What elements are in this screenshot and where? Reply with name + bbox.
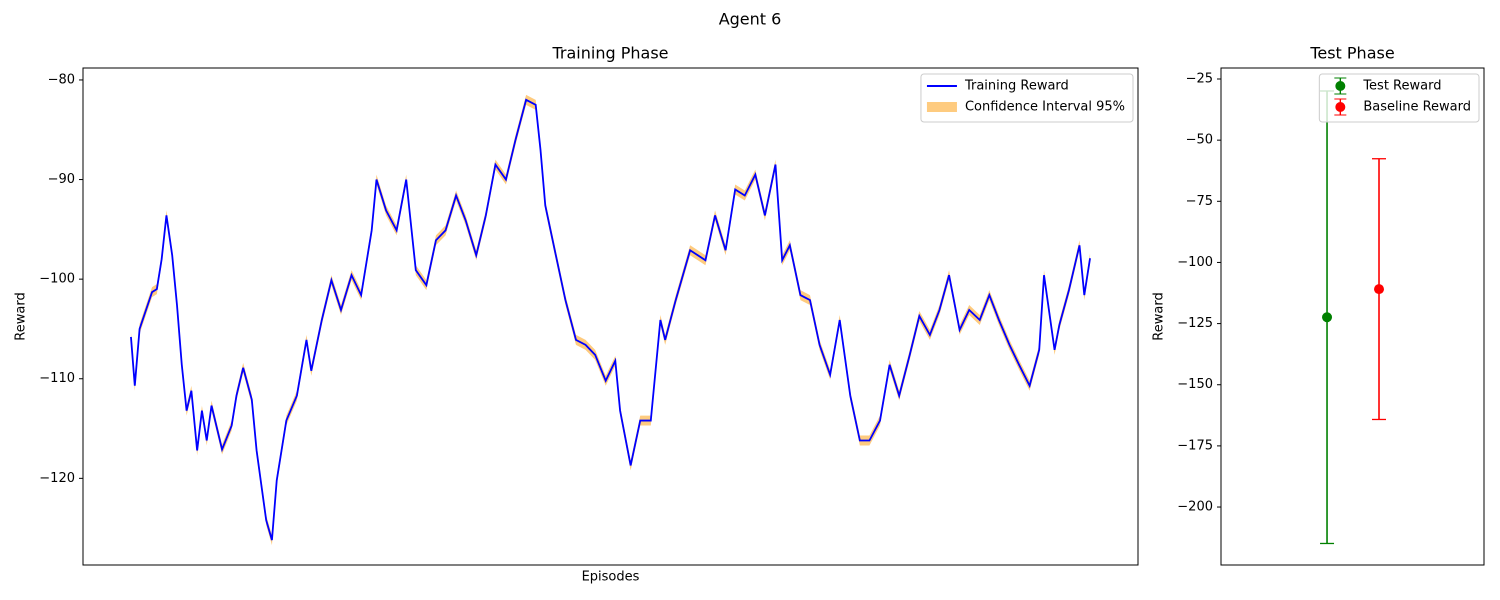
y-axis-label: Reward [14,292,29,340]
y-tick-label: −150 [1177,377,1213,392]
x-axis-label: Episodes [582,570,640,585]
y-axis-label: Reward [1152,292,1167,340]
legend-swatch [926,102,957,112]
axes-frame [82,67,1139,566]
point [1322,312,1333,323]
legend-label: Baseline Reward [1363,100,1471,115]
confidence-band [130,94,1091,546]
y-tick-label: −80 [48,72,75,87]
y-tick-label: −175 [1177,438,1213,453]
axes-title: Training Phase [552,44,669,63]
training-line [130,98,1091,541]
y-tick-label: −125 [1177,316,1213,331]
legend-box [1318,73,1480,123]
y-tick-label: −90 [48,172,75,187]
point [1374,284,1385,295]
axes-title: Test Phase [1309,44,1394,63]
legend-swatch [1335,102,1346,112]
y-tick-label: −75 [1186,194,1213,209]
figure-title: Agent 6 [719,10,782,29]
legend-swatch [1335,81,1346,91]
legend-label: Confidence Interval 95% [965,100,1125,115]
y-tick-label: −100 [1177,255,1213,270]
y-tick-label: −120 [39,471,75,486]
legend-box [920,73,1134,123]
y-tick-label: −200 [1177,500,1213,515]
axes-frame [1220,67,1485,566]
y-tick-label: −100 [39,272,75,287]
y-tick-label: −25 [1186,72,1213,87]
legend-label: Training Reward [964,79,1069,94]
y-tick-label: −110 [39,371,75,386]
legend-label: Test Reward [1362,79,1441,94]
y-tick-label: −50 [1186,133,1213,148]
